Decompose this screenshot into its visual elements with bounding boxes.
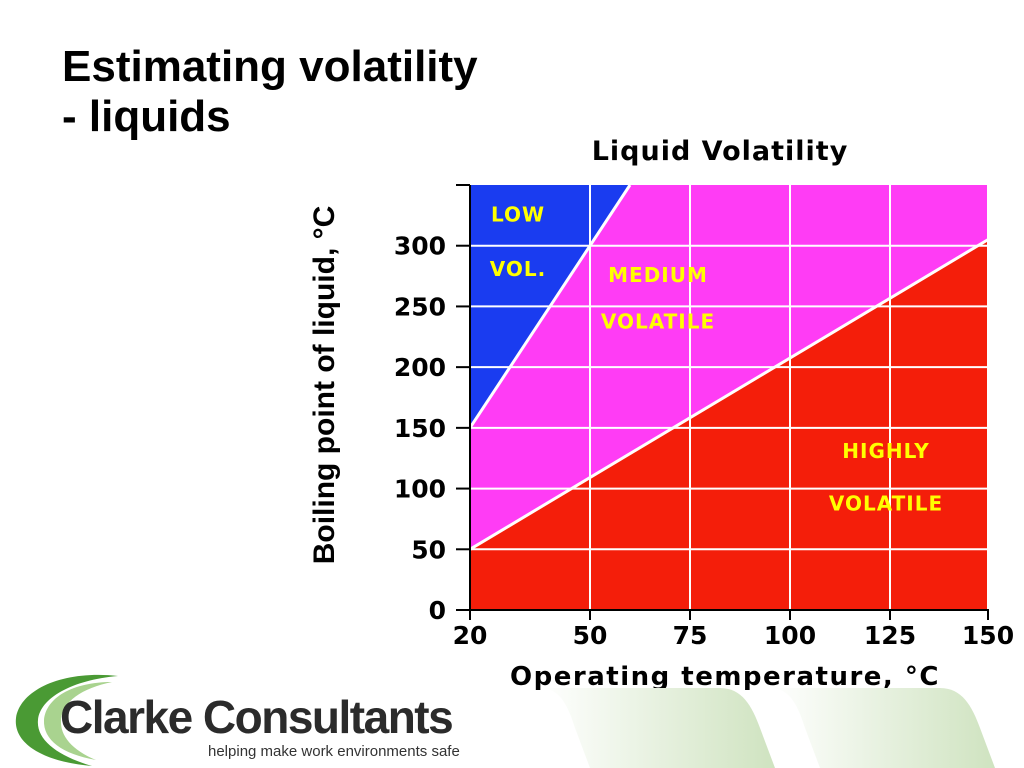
x-tick-label-75: 75: [673, 621, 708, 650]
chart-title: Liquid Volatility: [592, 136, 849, 167]
y-tick-label-50: 50: [411, 535, 446, 564]
y-tick-label-300: 300: [394, 232, 446, 261]
y-axis-title: Boiling point of liquid, °C: [308, 206, 341, 565]
boundary-line-low-medium: [468, 184, 632, 429]
region-label-1-1: VOLATILE: [601, 309, 715, 333]
region-label-0-1: VOL.: [490, 257, 546, 281]
footer-decoration: [540, 688, 995, 768]
liquid-volatility-chart: Liquid Volatility LOW VOL. MEDIUM VOLATILE H…: [308, 136, 1014, 690]
y-tick-label-250: 250: [394, 292, 446, 321]
y-tick-label-150: 150: [394, 414, 446, 443]
boundary-line-medium-high: [469, 238, 989, 551]
axes: [456, 184, 989, 620]
region-label-2-0: HIGHLY: [842, 439, 929, 463]
x-axis-title: Operating temperature, °C: [510, 662, 940, 690]
y-tick-label-200: 200: [394, 353, 446, 382]
y-tick-label-100: 100: [394, 475, 446, 504]
x-tick-label-20: 20: [453, 621, 488, 650]
boundary-lines: [468, 184, 989, 551]
region-label-2-1: VOLATILE: [829, 491, 943, 515]
x-tick-label-100: 100: [764, 621, 816, 650]
x-tick-label-150: 150: [962, 621, 1014, 650]
logo-tagline: helping make work environments safe: [208, 743, 460, 760]
region-labels: LOW VOL. MEDIUM VOLATILE HIGHLY VOLATILE: [490, 202, 943, 515]
region-label-1-0: MEDIUM: [608, 263, 708, 287]
slide-title-line-1: Estimating volatility: [62, 42, 478, 91]
tick-labels: 0 50 100 150 200 250 300 20 50 75 100 125 150: [394, 232, 1014, 650]
region-highly-volatile: [470, 239, 988, 610]
grid-lines: [470, 185, 989, 610]
plot-regions: [470, 185, 988, 610]
logo-swoosh-icon: [15, 674, 118, 766]
x-tick-label-50: 50: [573, 621, 608, 650]
y-tick-label-0: 0: [429, 596, 446, 625]
logo-company-name: Clarke Consultants: [60, 691, 454, 743]
region-label-0-0: LOW: [491, 202, 545, 226]
slide-title-line-2: - liquids: [62, 92, 231, 141]
x-tick-label-125: 125: [864, 621, 916, 650]
slide-title: Estimating volatility - liquids: [62, 42, 478, 142]
